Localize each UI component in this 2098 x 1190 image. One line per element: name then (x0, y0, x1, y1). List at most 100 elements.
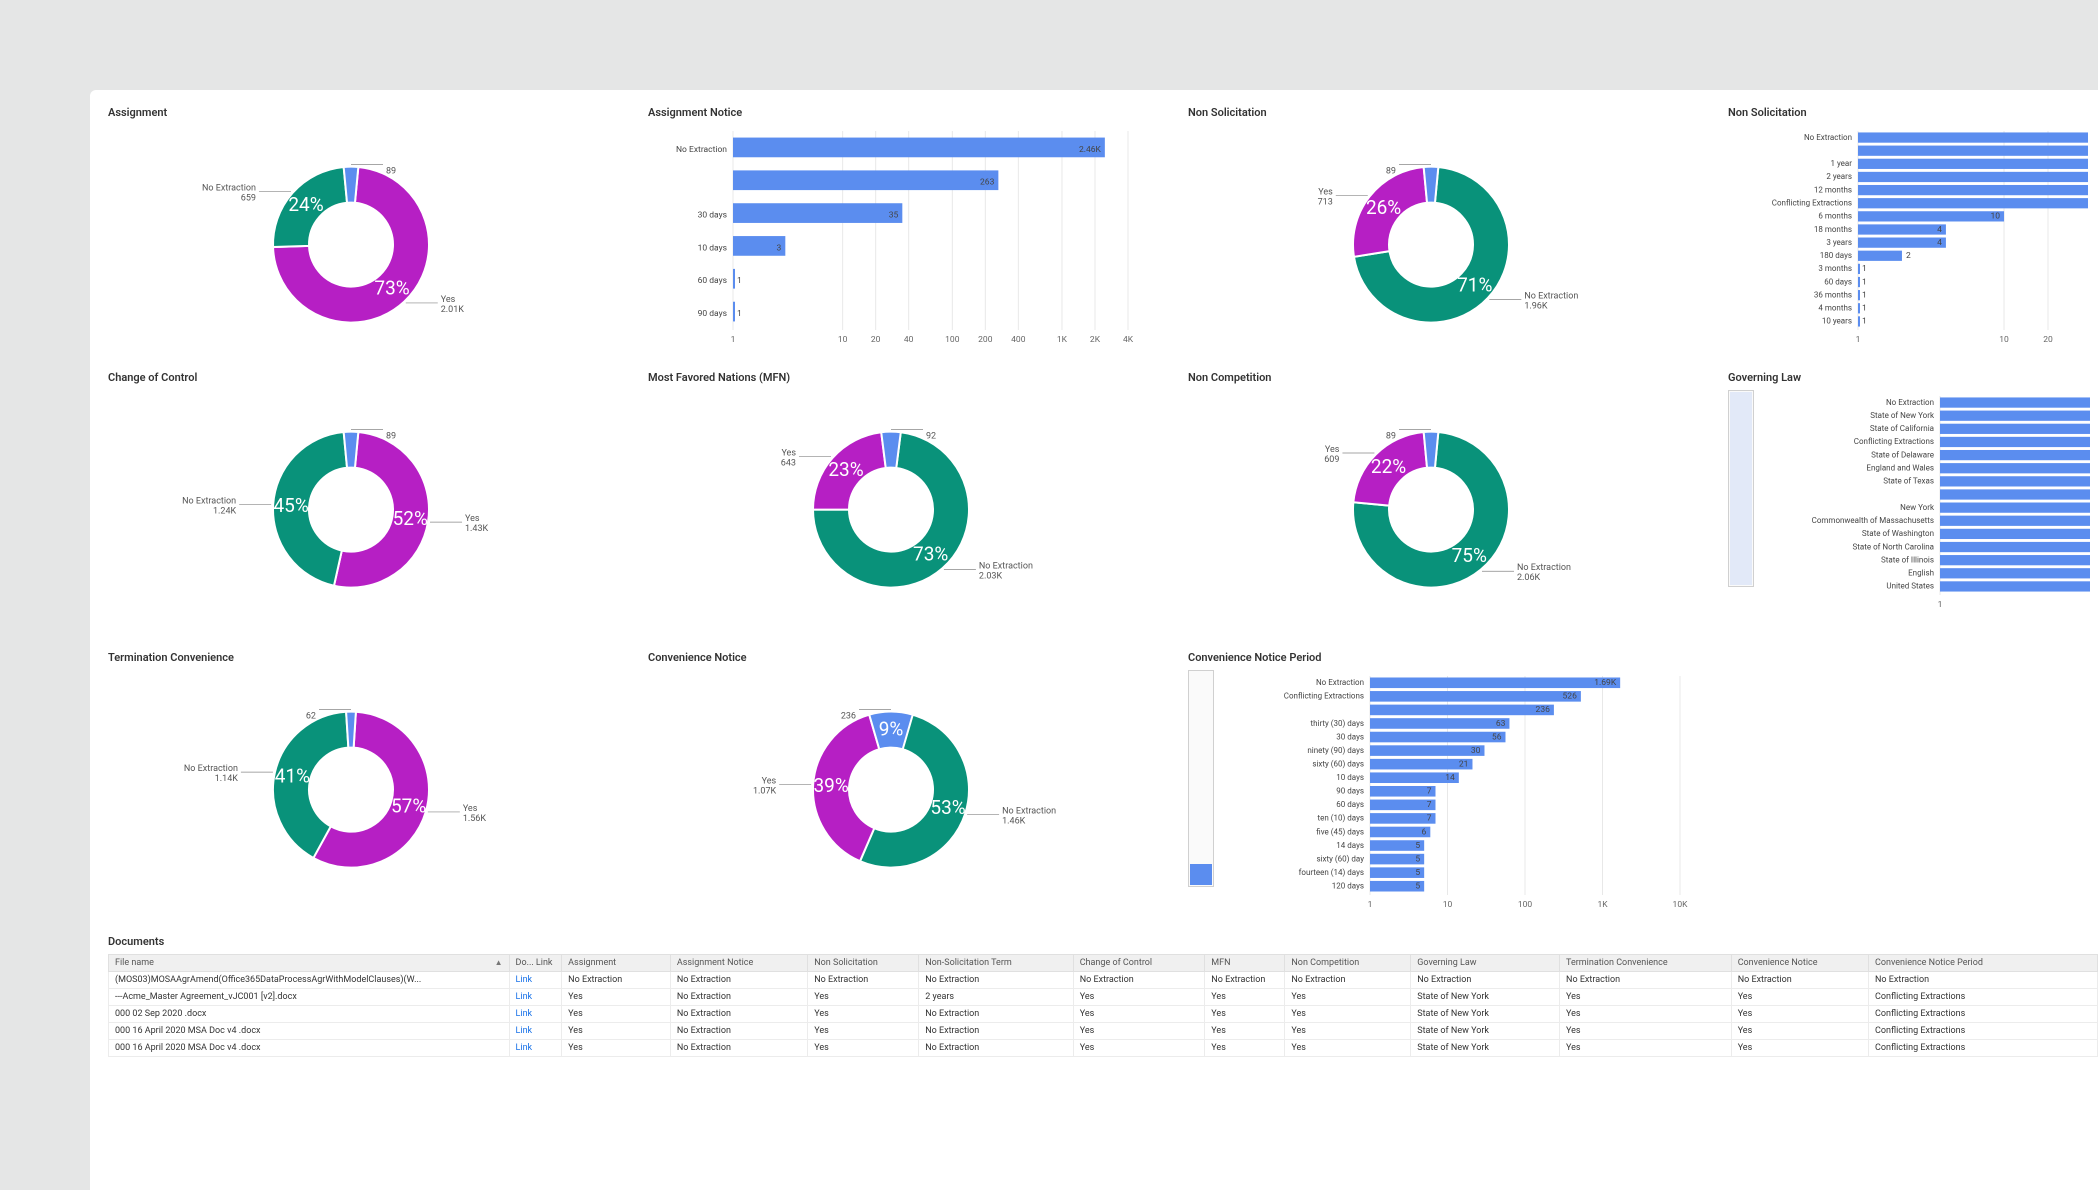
documents-table[interactable]: File name▲Do... LinkAssignmentAssignment… (108, 954, 2098, 1057)
svg-text:five (45) days: five (45) days (1316, 827, 1364, 836)
table-header[interactable]: Governing Law (1411, 955, 1560, 972)
table-header[interactable]: Convenience Notice (1731, 955, 1868, 972)
svg-text:236: 236 (841, 712, 856, 722)
svg-text:No Extraction: No Extraction (1517, 563, 1571, 573)
svg-text:No Extraction: No Extraction (1804, 133, 1852, 142)
panel-title: Non Solicitation (1188, 102, 1728, 125)
donut-chart[interactable]: 71%No Extraction1.96K26%Yes71389 (1188, 125, 1728, 368)
svg-text:No Extraction: No Extraction (1886, 398, 1934, 407)
table-header[interactable]: Do... Link (509, 955, 562, 972)
table-header[interactable]: Non Competition (1285, 955, 1411, 972)
bar-chart[interactable]: 11020No Extraction1 year2 years12 months… (1728, 125, 2098, 368)
table-cell: No Extraction (670, 989, 807, 1006)
table-cell: Yes (1073, 1023, 1205, 1040)
table-cell: No Extraction (1869, 972, 2098, 989)
table-cell: State of New York (1411, 1006, 1560, 1023)
table-row[interactable]: ---Acme_Master Agreement_vJC001 [v2].doc… (109, 989, 2098, 1006)
table-cell: Yes (1560, 1023, 1732, 1040)
svg-text:57%: 57% (391, 794, 426, 817)
bar-chart[interactable]: 1No ExtractionState of New YorkState of … (1728, 390, 2098, 648)
table-header[interactable]: Change of Control (1073, 955, 1205, 972)
svg-text:39%: 39% (813, 774, 848, 797)
bar-chart[interactable]: 11020401002004001K2K4KNo Extraction2.46K… (648, 125, 1188, 368)
table-cell: No Extraction (670, 972, 807, 989)
table-header[interactable]: Assignment Notice (670, 955, 807, 972)
doc-link[interactable]: Link (516, 1043, 533, 1053)
table-row[interactable]: 000 02 Sep 2020 .docxLinkYesNo Extractio… (109, 1006, 2098, 1023)
panel-non-solicitation-period: Non Solicitation 11020No Extraction1 yea… (1728, 102, 2098, 367)
svg-text:State of California: State of California (1870, 424, 1934, 433)
svg-text:71%: 71% (1457, 274, 1492, 297)
doc-link[interactable]: Link (516, 1026, 533, 1036)
table-header[interactable]: File name▲ (109, 955, 510, 972)
donut-chart[interactable]: 73%Yes2.01K24%No Extraction65989 (108, 125, 648, 368)
table-header[interactable]: Non Solicitation (808, 955, 919, 972)
svg-text:1: 1 (737, 276, 742, 286)
donut-chart[interactable]: 52%Yes1.43K45%No Extraction1.24K89 (108, 390, 648, 648)
svg-text:10: 10 (1990, 212, 2000, 222)
svg-text:1: 1 (1862, 304, 1867, 314)
svg-text:21: 21 (1459, 759, 1469, 769)
svg-text:New York: New York (1900, 503, 1935, 512)
panel-assignment-notice: Assignment Notice 11020401002004001K2K4K… (648, 102, 1188, 367)
donut-chart[interactable]: 57%Yes1.56K41%No Extraction1.14K62 (108, 670, 648, 930)
doc-link[interactable]: Link (516, 992, 533, 1002)
svg-text:No Extraction: No Extraction (202, 184, 256, 194)
panel-title: Change of Control (108, 367, 648, 390)
doc-link[interactable]: Link (516, 975, 533, 985)
donut-chart[interactable]: 75%No Extraction2.06K22%Yes60989 (1188, 390, 1728, 648)
sort-icon[interactable]: ▲ (495, 958, 503, 967)
table-header[interactable]: Non-Solicitation Term (919, 955, 1073, 972)
svg-text:1K: 1K (1597, 900, 1608, 910)
svg-text:236: 236 (1536, 705, 1551, 715)
svg-text:75%: 75% (1452, 544, 1487, 567)
svg-text:sixty (60) day: sixty (60) day (1316, 854, 1364, 863)
panel-change-of-control: Change of Control 52%Yes1.43K45%No Extra… (108, 367, 648, 647)
svg-text:Conflicting Extractions: Conflicting Extractions (1854, 437, 1934, 446)
svg-text:22%: 22% (1371, 455, 1406, 478)
panel-non-solicitation: Non Solicitation 71%No Extraction1.96K26… (1188, 102, 1728, 367)
table-cell: 2 years (919, 989, 1073, 1006)
svg-text:20: 20 (871, 335, 881, 345)
svg-text:10 days: 10 days (1336, 773, 1364, 782)
table-header[interactable]: Convenience Notice Period (1869, 955, 2098, 972)
svg-text:14 days: 14 days (1336, 841, 1364, 850)
table-row[interactable]: 000 16 April 2020 MSA Doc v4 .docxLinkYe… (109, 1023, 2098, 1040)
svg-text:Yes: Yes (463, 804, 478, 814)
table-cell: Yes (808, 1006, 919, 1023)
table-row[interactable]: 000 16 April 2020 MSA Doc v4 .docxLinkYe… (109, 1040, 2098, 1057)
table-row[interactable]: (MOS03)MOSAAgrAmend(Office365DataProcess… (109, 972, 2098, 989)
svg-text:No Extraction: No Extraction (1002, 806, 1056, 816)
table-cell: No Extraction (919, 972, 1073, 989)
svg-text:ten (10) days: ten (10) days (1318, 814, 1364, 823)
svg-text:52%: 52% (393, 507, 428, 530)
table-cell: Yes (562, 1006, 671, 1023)
table-header[interactable]: Termination Convenience (1560, 955, 1732, 972)
table-cell: Yes (808, 1023, 919, 1040)
donut-chart[interactable]: 73%No Extraction2.03K23%Yes64392 (648, 390, 1188, 648)
svg-text:2 years: 2 years (1826, 172, 1852, 181)
table-header[interactable]: Assignment (562, 955, 671, 972)
table-cell: Yes (1205, 1023, 1285, 1040)
svg-text:1K: 1K (1057, 335, 1068, 345)
svg-text:26%: 26% (1366, 196, 1401, 219)
table-cell: No Extraction (1285, 972, 1411, 989)
table-cell: Yes (1285, 989, 1411, 1006)
table-cell: ---Acme_Master Agreement_vJC001 [v2].doc… (109, 989, 510, 1006)
panel-title: Assignment Notice (648, 102, 1188, 125)
bar-chart[interactable]: 1101001K10KNo Extraction1.69KConflicting… (1188, 670, 2098, 930)
svg-text:2.46K: 2.46K (1079, 145, 1102, 155)
donut-chart[interactable]: 53%No Extraction1.46K39%Yes1.07K9%236 (648, 670, 1188, 930)
svg-text:73%: 73% (374, 276, 409, 299)
svg-text:Yes: Yes (762, 777, 777, 787)
svg-text:24%: 24% (288, 193, 323, 216)
panel-title: Non Solicitation (1728, 102, 2098, 125)
svg-text:State of Delaware: State of Delaware (1871, 450, 1934, 459)
svg-text:10: 10 (838, 335, 848, 345)
svg-text:56: 56 (1492, 732, 1502, 742)
table-cell: Yes (1560, 1040, 1732, 1057)
svg-text:18 months: 18 months (1814, 225, 1852, 234)
table-header[interactable]: MFN (1205, 955, 1285, 972)
doc-link[interactable]: Link (516, 1009, 533, 1019)
svg-text:10K: 10K (1673, 900, 1689, 910)
